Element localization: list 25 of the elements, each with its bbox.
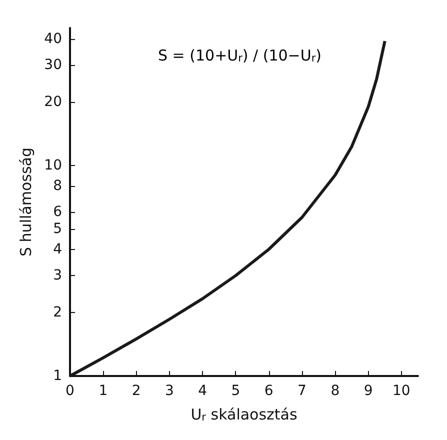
x-tick-label: 0 — [66, 383, 74, 399]
x-tick-label: 8 — [330, 383, 340, 399]
y-axis-title: S hullámosság — [16, 148, 35, 256]
x-tick-label: 2 — [132, 383, 141, 399]
x-tick-label: 1 — [98, 383, 108, 399]
y-tick-label: 10 — [44, 158, 62, 174]
x-axis-title: Ur skálaosztás — [190, 406, 298, 424]
x-tick-label: 10 — [392, 383, 410, 399]
y-tick-label: 8 — [53, 178, 62, 194]
y-tick-label: 4 — [53, 241, 62, 258]
y-tick-label: 20 — [44, 94, 62, 110]
x-tick-label: 6 — [264, 383, 274, 399]
y-tick-label: 6 — [53, 204, 62, 220]
x-tick-label: 7 — [298, 383, 306, 399]
x-tick-label: 3 — [164, 383, 174, 399]
y-tick-label: 40 — [44, 30, 62, 47]
annotation: S = (10+Ur) / (10−Ur) — [158, 46, 322, 64]
x-tick-label: 5 — [231, 383, 240, 399]
y-tick-label: 2 — [53, 304, 62, 321]
y-tick-label: 3 — [53, 268, 62, 284]
y-tick-label: 30 — [44, 57, 62, 74]
x-tick-label: 9 — [364, 383, 373, 399]
y-tick-label: 1 — [53, 368, 62, 384]
y-tick-label: 5 — [53, 220, 62, 237]
x-tick-label: 4 — [198, 383, 208, 399]
